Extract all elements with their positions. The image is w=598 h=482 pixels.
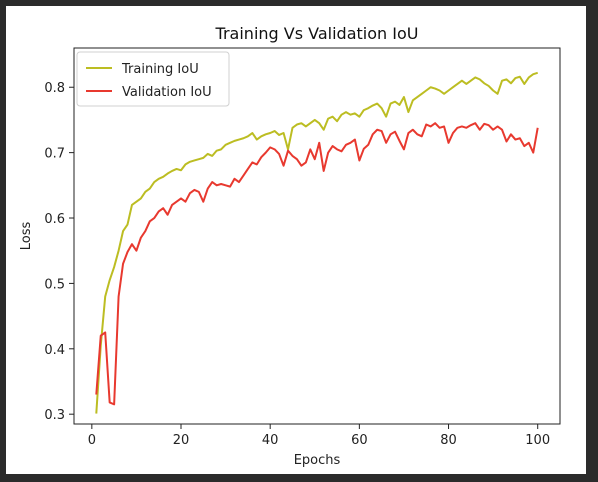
y-tick-label: 0.6 xyxy=(44,212,65,227)
x-tick-label: 100 xyxy=(525,433,550,448)
series-line-validation-iou xyxy=(95,122,539,406)
legend-label-training-iou: Training IoU xyxy=(121,62,199,77)
plot-area-frame xyxy=(73,47,561,425)
x-axis-ticks: 0 20 40 60 80 100 xyxy=(88,424,550,448)
series-lines xyxy=(95,71,539,414)
x-tick-label: 20 xyxy=(173,433,190,448)
y-tick-label: 0.3 xyxy=(44,408,65,423)
chart-title: Training Vs Validation IoU xyxy=(215,24,419,43)
legend-label-validation-iou: Validation IoU xyxy=(122,85,212,100)
y-tick-label: 0.7 xyxy=(44,147,65,162)
y-tick-label: 0.5 xyxy=(44,277,65,292)
x-tick-label: 40 xyxy=(262,433,279,448)
x-tick-label: 0 xyxy=(88,433,96,448)
x-tick-label: 60 xyxy=(351,433,368,448)
legend: Training IoU Validation IoU xyxy=(76,51,230,107)
y-axis-label: Loss xyxy=(19,222,34,251)
y-tick-label: 0.8 xyxy=(44,81,65,96)
x-axis-label: Epochs xyxy=(294,453,341,468)
y-axis-ticks: 0.3 0.4 0.5 0.6 0.7 0.8 xyxy=(44,81,74,423)
x-tick-label: 80 xyxy=(440,433,457,448)
legend-box xyxy=(76,51,230,107)
chart-figure: Training Vs Validation IoU Epochs Loss 0… xyxy=(6,6,586,474)
line-chart: Training Vs Validation IoU Epochs Loss 0… xyxy=(19,24,561,468)
series-line-training-iou xyxy=(95,71,538,414)
y-tick-label: 0.4 xyxy=(44,343,65,358)
